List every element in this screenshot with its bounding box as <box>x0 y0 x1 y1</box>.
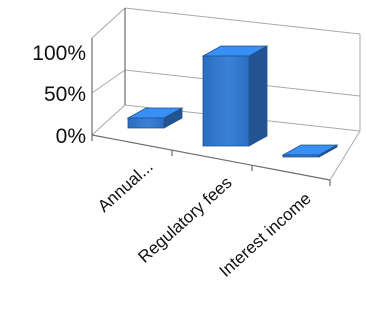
y-tick-label-100: 100% <box>32 42 86 65</box>
category-label-2: Regulatory fees <box>134 173 235 267</box>
bars-group <box>126 45 339 158</box>
sidewall-mid-diagonal <box>91 69 126 94</box>
sidewall-bottom-diagonal <box>91 104 126 136</box>
gridline-100 <box>124 7 361 35</box>
y-tick-label-0: 0% <box>56 125 86 148</box>
category-label-3: Interest income <box>216 189 315 281</box>
sidewall-top-diagonal <box>91 7 126 39</box>
x-axis <box>91 134 331 181</box>
y-tick-label-50: 50% <box>44 83 86 106</box>
bar-3-front <box>282 154 320 158</box>
bar-2-front <box>202 55 250 147</box>
bar-2-side <box>248 45 268 147</box>
category-label-1: Annual... <box>94 157 157 216</box>
floor-right-depth-edge <box>329 130 361 181</box>
bar-1-front <box>127 117 165 129</box>
